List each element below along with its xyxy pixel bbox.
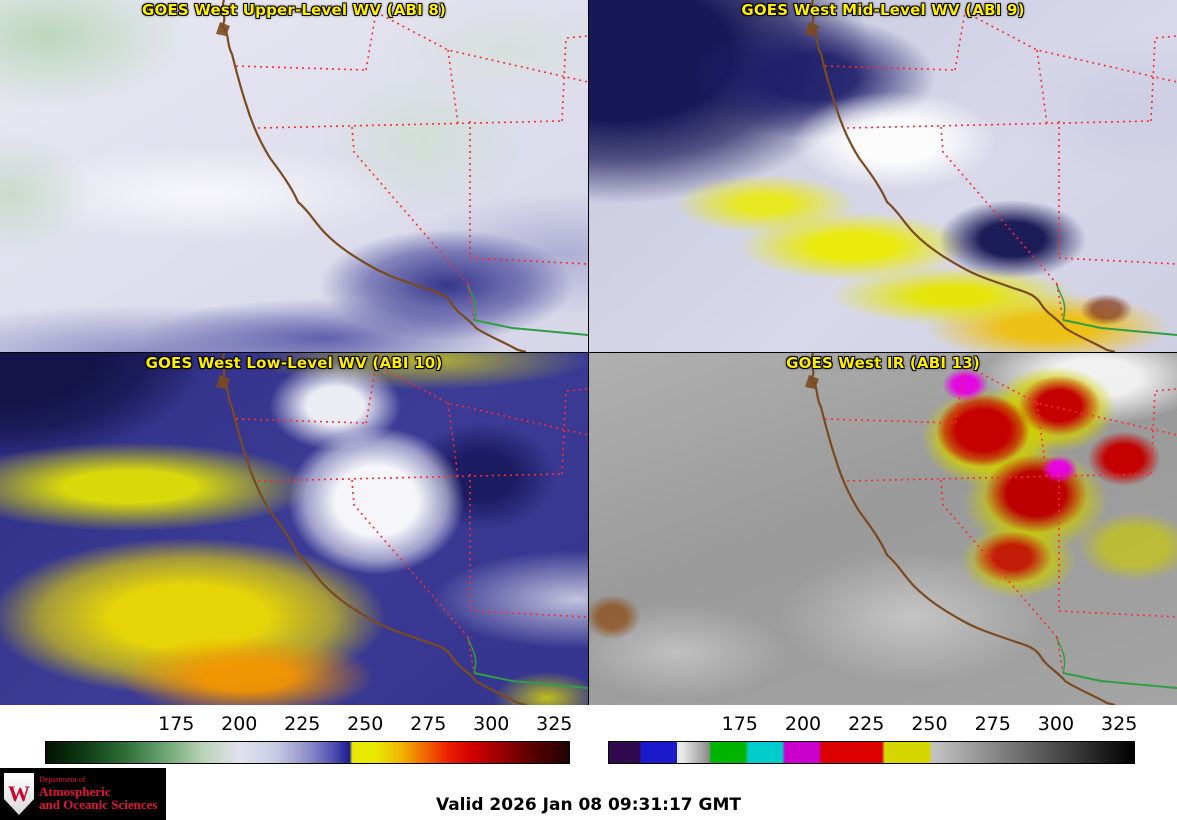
tick-label: 300 (1037, 713, 1075, 735)
panel-ir: GOES West IR (ABI 13) (589, 353, 1177, 705)
logo-atmospheric-line: Atmospheric (39, 783, 111, 799)
legend-footer: 175 200 225 250 275 300 325 175 200 225 … (0, 705, 1177, 820)
panel-title-low-wv: GOES West Low-Level WV (ABI 10) (145, 354, 443, 372)
logo-department-line: Department of (39, 775, 86, 785)
tick-label: 175 (721, 713, 758, 735)
tick-label: 225 (284, 713, 321, 735)
panel-title-upper-wv: GOES West Upper-Level WV (ABI 8) (141, 1, 447, 19)
panel-title-mid-wv: GOES West Mid-Level WV (ABI 9) (741, 1, 1025, 19)
logo-oceanic-line: and Oceanic Sciences (39, 797, 158, 813)
tick-label: 275 (974, 713, 1011, 735)
valid-time-label: Valid 2026 Jan 08 09:31:17 GMT (435, 795, 742, 815)
tick-label: 325 (1101, 713, 1138, 735)
map-boundaries-overlay (214, 353, 588, 705)
tick-label: 200 (784, 713, 822, 735)
map-boundaries-overlay (803, 0, 1177, 352)
tick-label: 250 (347, 713, 384, 735)
ir-colorbar-ticks: 175 200 225 250 275 300 325 (608, 713, 1138, 741)
panel-mid-level-wv: GOES West Mid-Level WV (ABI 9) (589, 0, 1177, 352)
crest-letter: W (8, 781, 30, 806)
panel-title-ir: GOES West IR (ABI 13) (786, 354, 980, 372)
panel-upper-level-wv: GOES West Upper-Level WV (ABI 8) (0, 0, 588, 352)
aos-logo-text: Department of Atmospheric and Oceanic Sc… (34, 775, 158, 813)
map-boundaries-overlay (214, 0, 588, 352)
tick-label: 200 (221, 713, 258, 735)
tick-label: 250 (911, 713, 948, 735)
tick-label: 300 (473, 713, 510, 735)
panel-low-level-wv: GOES West Low-Level WV (ABI 10) (0, 353, 588, 705)
tick-label: 225 (848, 713, 885, 735)
wv-colorbar-legend: 175 200 225 250 275 300 325 (45, 713, 573, 769)
ir-colorbar-legend: 175 200 225 250 275 300 325 (608, 713, 1138, 769)
tick-label: 175 (158, 713, 195, 735)
tick-label: 325 (536, 713, 573, 735)
map-boundaries-overlay (803, 353, 1177, 705)
wv-colorbar-gradient (45, 741, 570, 764)
ir-colorbar-gradient (608, 741, 1135, 764)
wv-colorbar-ticks: 175 200 225 250 275 300 325 (45, 713, 573, 741)
image-grid: GOES West Upper-Level WV (ABI 8) GOES We… (0, 0, 1177, 705)
aos-logo: W Department of Atmospheric and Oceanic … (0, 768, 166, 820)
tick-label: 275 (410, 713, 447, 735)
